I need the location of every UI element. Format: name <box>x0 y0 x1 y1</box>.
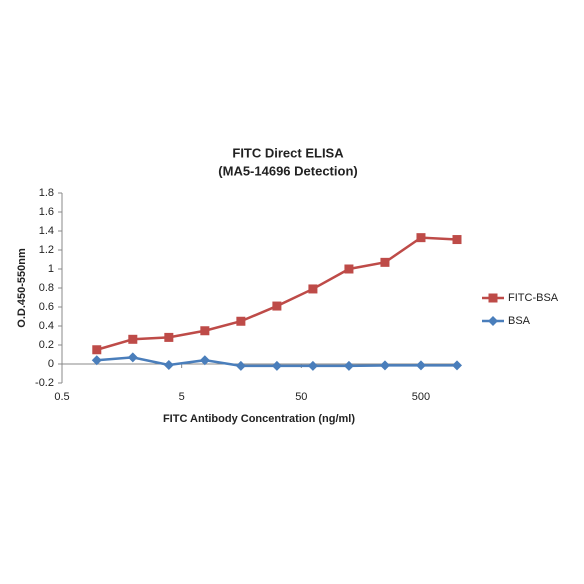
marker <box>128 334 138 344</box>
legend-marker <box>488 316 498 326</box>
marker <box>92 345 102 355</box>
series-line <box>96 236 458 351</box>
marker <box>127 352 138 363</box>
marker <box>236 316 246 326</box>
y-axis-title: O.D.450-550nm <box>16 248 28 328</box>
marker <box>307 360 318 371</box>
x-tick-label: 500 <box>412 391 430 403</box>
y-tick-label: 0.6 <box>39 301 54 313</box>
marker <box>452 235 462 245</box>
chart-subtitle: (MA5-14696 Detection) <box>218 163 357 178</box>
y-tick-label: 1.8 <box>39 187 54 199</box>
legend-label: FITC-BSA <box>508 292 559 304</box>
y-tick-label: 0.8 <box>39 282 54 294</box>
y-tick-label: 1.2 <box>39 244 54 256</box>
marker <box>344 264 354 274</box>
marker <box>91 355 102 366</box>
x-axis-title: FITC Antibody Concentration (ng/ml) <box>163 413 355 425</box>
legend-label: BSA <box>508 315 531 327</box>
marker <box>343 360 354 371</box>
x-tick-label: 5 <box>179 391 185 403</box>
y-tick-label: 1.6 <box>39 206 54 218</box>
marker <box>235 360 246 371</box>
marker <box>272 301 282 311</box>
marker <box>452 360 462 371</box>
marker <box>199 355 210 366</box>
marker <box>271 360 282 371</box>
chart-title: FITC Direct ELISA <box>232 145 344 160</box>
marker <box>380 257 390 267</box>
y-tick-label: 1.4 <box>39 225 54 237</box>
y-tick-label: 0 <box>48 358 54 370</box>
x-tick-label: 0.5 <box>54 391 69 403</box>
marker <box>163 359 174 370</box>
marker <box>308 284 318 294</box>
marker <box>379 360 390 371</box>
legend-marker <box>488 293 498 303</box>
marker <box>415 360 426 371</box>
y-tick-label: 0.4 <box>39 320 54 332</box>
marker <box>416 233 426 243</box>
y-tick-label: 1 <box>48 263 54 275</box>
marker <box>200 326 210 336</box>
y-tick-label: 0.2 <box>39 339 54 351</box>
marker <box>164 332 174 342</box>
x-tick-label: 50 <box>295 391 307 403</box>
y-tick-label: -0.2 <box>35 377 54 389</box>
